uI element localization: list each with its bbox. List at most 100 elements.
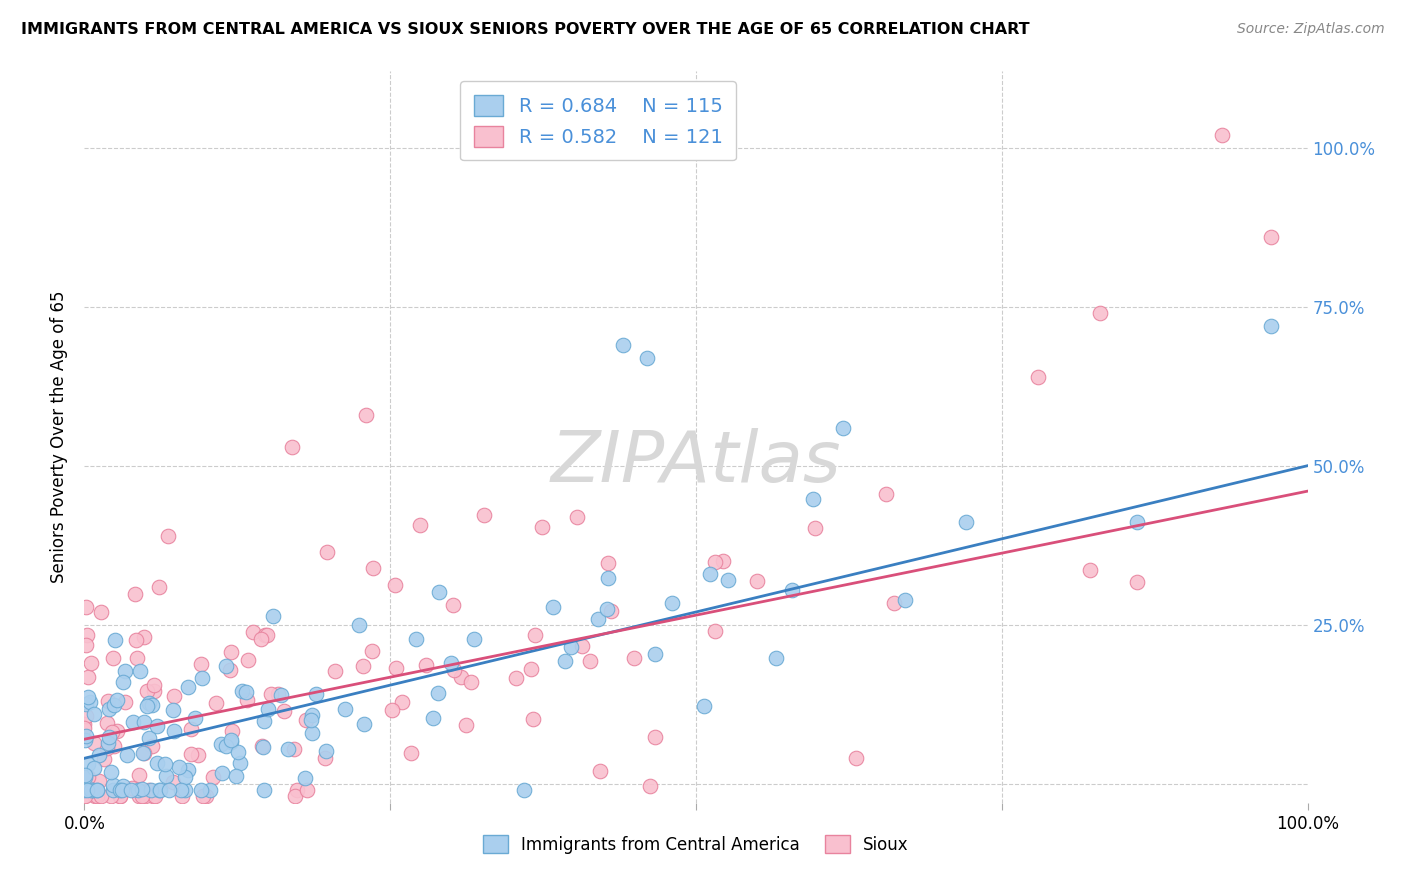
Point: [100, 765, 122, 780]
Point: [90, 789, 112, 804]
Point: [347, 618, 370, 632]
Point: [894, 593, 917, 607]
Point: [191, 789, 214, 804]
Point: [399, 746, 422, 760]
Point: [565, 510, 588, 524]
Point: [588, 612, 610, 626]
Point: [426, 686, 449, 700]
Y-axis label: Seniors Poverty Over the Age of 65: Seniors Poverty Over the Age of 65: [51, 291, 69, 583]
Point: [114, 695, 136, 709]
Point: [73, 770, 96, 784]
Point: [692, 698, 714, 713]
Point: [295, 713, 318, 727]
Point: [221, 723, 243, 738]
Point: [125, 650, 148, 665]
Point: [201, 770, 224, 784]
Point: [73, 716, 96, 731]
Point: [148, 580, 170, 594]
Point: [98, 702, 121, 716]
Point: [314, 750, 336, 764]
Point: [520, 662, 543, 676]
Point: [73, 721, 96, 735]
Point: [138, 696, 160, 710]
Point: [219, 663, 242, 677]
Point: [105, 693, 128, 707]
Point: [97, 694, 120, 708]
Point: [801, 491, 824, 506]
Point: [132, 785, 155, 799]
Point: [122, 714, 145, 729]
Point: [103, 698, 125, 713]
Point: [195, 789, 218, 804]
Point: [596, 602, 619, 616]
Point: [415, 657, 437, 672]
Point: [422, 711, 444, 725]
Point: [253, 714, 276, 728]
Point: [427, 585, 450, 599]
Point: [114, 664, 136, 678]
Point: [256, 628, 278, 642]
Point: [235, 685, 257, 699]
Point: [333, 701, 356, 715]
Point: [405, 632, 427, 646]
Point: [76, 690, 98, 705]
Point: [76, 628, 98, 642]
Point: [77, 770, 100, 784]
Point: [623, 651, 645, 665]
Point: [225, 769, 247, 783]
Point: [77, 670, 100, 684]
Point: [101, 650, 124, 665]
Point: [86, 783, 108, 797]
Point: [713, 553, 735, 567]
Point: [83, 707, 105, 722]
Point: [439, 656, 461, 670]
Point: [111, 783, 134, 797]
Point: [162, 774, 184, 789]
Point: [579, 655, 602, 669]
Point: [73, 733, 96, 747]
Point: [522, 712, 544, 726]
Point: [1028, 369, 1050, 384]
Point: [148, 783, 170, 797]
Point: [101, 783, 124, 797]
Point: [385, 661, 408, 675]
Point: [162, 703, 184, 717]
Point: [80, 783, 103, 797]
Point: [176, 763, 198, 777]
Point: [450, 670, 472, 684]
Point: [361, 644, 384, 658]
Point: [235, 692, 257, 706]
Point: [97, 730, 120, 744]
Point: [75, 697, 97, 711]
Point: [294, 771, 316, 785]
Point: [112, 675, 135, 690]
Point: [115, 748, 138, 763]
Point: [183, 711, 205, 725]
Point: [717, 573, 740, 587]
Point: [301, 708, 323, 723]
Point: [285, 783, 308, 797]
Point: [599, 604, 621, 618]
Point: [554, 654, 576, 668]
Point: [155, 769, 177, 783]
Point: [73, 783, 96, 797]
Point: [253, 783, 276, 797]
Point: [100, 789, 122, 804]
Point: [612, 338, 634, 352]
Point: [82, 783, 104, 797]
Point: [141, 783, 163, 797]
Point: [699, 567, 721, 582]
Point: [124, 587, 146, 601]
Point: [143, 789, 166, 804]
Point: [352, 658, 374, 673]
Point: [108, 783, 131, 797]
Point: [141, 698, 163, 713]
Point: [75, 729, 97, 743]
Point: [281, 440, 304, 454]
Point: [221, 735, 243, 749]
Point: [831, 420, 853, 434]
Point: [252, 739, 274, 754]
Point: [190, 783, 212, 797]
Point: [157, 783, 180, 797]
Point: [73, 789, 96, 804]
